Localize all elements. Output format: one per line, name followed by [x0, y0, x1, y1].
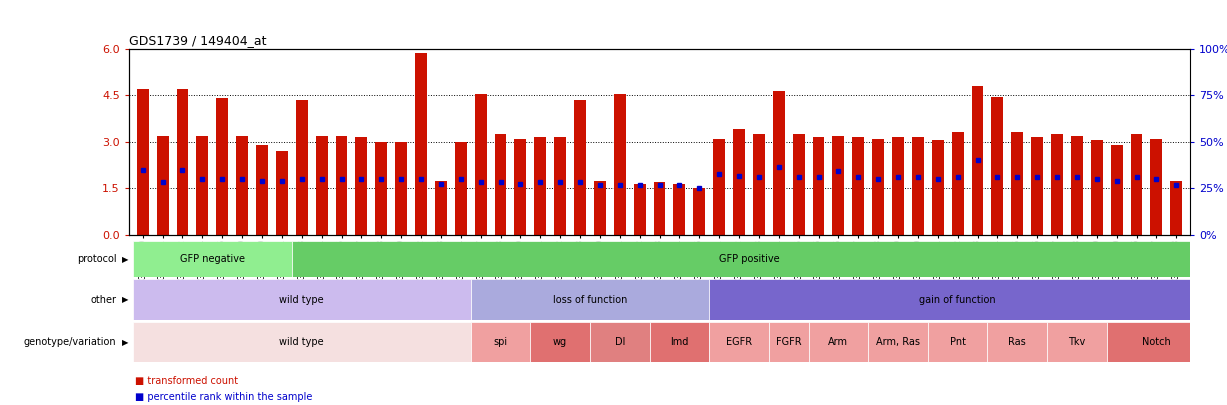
- Bar: [753, 134, 764, 235]
- Bar: [236, 136, 248, 235]
- Text: Dl: Dl: [615, 337, 625, 347]
- Bar: [872, 139, 885, 235]
- Bar: [793, 134, 805, 235]
- Bar: [471, 279, 709, 320]
- Text: GFP negative: GFP negative: [180, 254, 245, 264]
- Text: EGFR: EGFR: [726, 337, 752, 347]
- Bar: [133, 279, 471, 320]
- Bar: [455, 142, 466, 235]
- Text: GFP positive: GFP positive: [719, 254, 779, 264]
- Text: ■ transformed count: ■ transformed count: [135, 376, 238, 386]
- Text: Arm, Ras: Arm, Ras: [876, 337, 920, 347]
- Bar: [471, 322, 530, 362]
- Bar: [1171, 181, 1183, 235]
- Bar: [335, 136, 347, 235]
- Text: protocol: protocol: [77, 254, 117, 264]
- Bar: [1031, 137, 1043, 235]
- Text: ■ percentile rank within the sample: ■ percentile rank within the sample: [135, 392, 313, 402]
- Bar: [475, 94, 487, 235]
- Bar: [530, 322, 590, 362]
- Bar: [133, 322, 471, 362]
- Text: ▶: ▶: [121, 338, 128, 347]
- Bar: [1011, 132, 1023, 235]
- Bar: [1052, 134, 1063, 235]
- Bar: [809, 322, 869, 362]
- Text: other: other: [91, 295, 117, 305]
- Bar: [972, 86, 984, 235]
- Bar: [494, 134, 507, 235]
- Bar: [614, 94, 626, 235]
- Bar: [256, 145, 267, 235]
- Text: genotype/variation: genotype/variation: [25, 337, 117, 347]
- Text: Notch: Notch: [1142, 337, 1171, 347]
- Bar: [1047, 322, 1107, 362]
- Bar: [136, 89, 148, 235]
- Bar: [649, 322, 709, 362]
- Bar: [988, 322, 1047, 362]
- Bar: [1071, 136, 1083, 235]
- Bar: [157, 136, 168, 235]
- Bar: [912, 137, 924, 235]
- Bar: [812, 137, 825, 235]
- Bar: [514, 139, 526, 235]
- Text: wg: wg: [553, 337, 567, 347]
- Text: ▶: ▶: [121, 295, 128, 304]
- Bar: [773, 91, 785, 235]
- Bar: [709, 279, 1206, 320]
- Bar: [315, 136, 328, 235]
- Bar: [1110, 145, 1123, 235]
- Bar: [1091, 140, 1103, 235]
- Bar: [1130, 134, 1142, 235]
- Bar: [196, 136, 209, 235]
- Text: Pnt: Pnt: [950, 337, 966, 347]
- Bar: [674, 184, 686, 235]
- Bar: [590, 322, 649, 362]
- Text: Arm: Arm: [828, 337, 848, 347]
- Bar: [869, 322, 928, 362]
- Bar: [276, 151, 288, 235]
- Bar: [952, 132, 963, 235]
- Text: FGFR: FGFR: [775, 337, 801, 347]
- Bar: [832, 136, 844, 235]
- Bar: [434, 181, 447, 235]
- Bar: [769, 322, 809, 362]
- Bar: [713, 139, 725, 235]
- Text: ▶: ▶: [121, 255, 128, 264]
- Bar: [415, 53, 427, 235]
- Bar: [709, 322, 769, 362]
- Bar: [594, 181, 606, 235]
- Bar: [177, 89, 189, 235]
- Bar: [296, 100, 308, 235]
- Bar: [216, 98, 228, 235]
- Text: GDS1739 / 149404_at: GDS1739 / 149404_at: [129, 34, 266, 47]
- Bar: [292, 241, 1206, 277]
- Bar: [555, 137, 566, 235]
- Text: spi: spi: [493, 337, 508, 347]
- Bar: [991, 97, 1004, 235]
- Text: loss of function: loss of function: [552, 295, 627, 305]
- Bar: [654, 182, 665, 235]
- Text: lmd: lmd: [670, 337, 688, 347]
- Bar: [1151, 139, 1162, 235]
- Text: wild type: wild type: [280, 337, 324, 347]
- Bar: [693, 188, 706, 235]
- Bar: [633, 184, 645, 235]
- Text: Ras: Ras: [1009, 337, 1026, 347]
- Text: wild type: wild type: [280, 295, 324, 305]
- Bar: [534, 137, 546, 235]
- Bar: [356, 137, 367, 235]
- Bar: [733, 129, 745, 235]
- Bar: [395, 142, 407, 235]
- Text: gain of function: gain of function: [919, 295, 996, 305]
- Bar: [931, 140, 944, 235]
- Text: Tkv: Tkv: [1069, 337, 1086, 347]
- Bar: [892, 137, 904, 235]
- Bar: [853, 137, 864, 235]
- Bar: [1107, 322, 1206, 362]
- Bar: [133, 241, 292, 277]
- Bar: [928, 322, 988, 362]
- Bar: [375, 142, 388, 235]
- Bar: [574, 100, 587, 235]
